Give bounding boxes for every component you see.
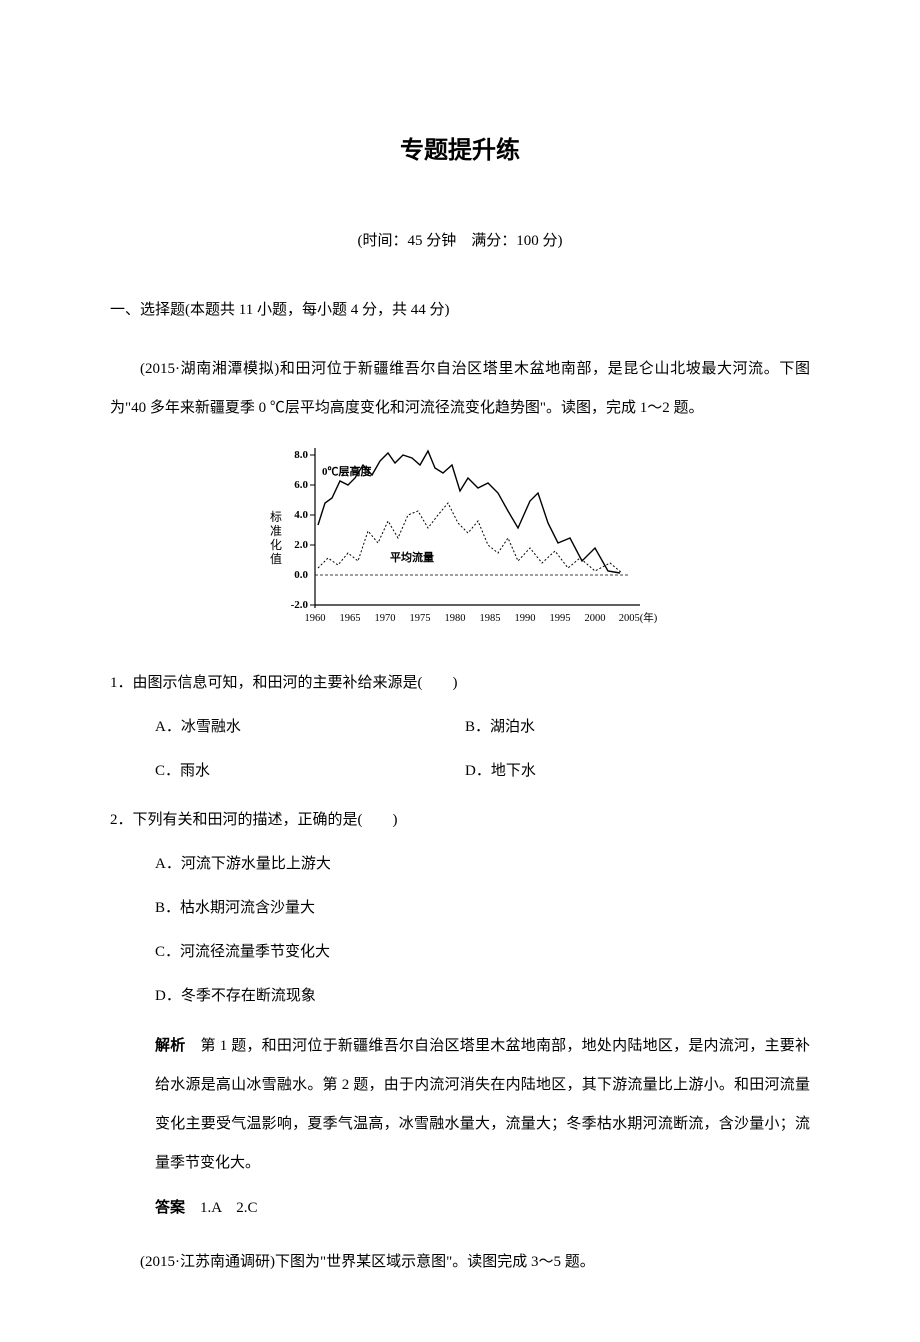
xtick: 1965 bbox=[340, 613, 361, 624]
explanation-label: 解析 bbox=[155, 1037, 185, 1054]
y-axis-label: 准 bbox=[270, 524, 282, 538]
q2-option-c: C．河流径流量季节变化大 bbox=[155, 933, 810, 972]
explanation-text: 第 1 题，和田河位于新疆维吾尔自治区塔里木盆地南部，地处内陆地区，是内流河，主… bbox=[155, 1038, 810, 1171]
ytick: 6.0 bbox=[294, 479, 308, 491]
section-heading: 一、选择题(本题共 11 小题，每小题 4 分，共 44 分) bbox=[110, 291, 810, 330]
xtick: 1960 bbox=[305, 613, 326, 624]
q2-option-a: A．河流下游水量比上游大 bbox=[155, 845, 810, 884]
next-intro: (2015·江苏南通调研)下图为"世界某区域示意图"。读图完成 3～5 题。 bbox=[110, 1243, 810, 1282]
xtick: 2000 bbox=[585, 613, 606, 624]
q2-stem: 2．下列有关和田河的描述，正确的是( ) bbox=[110, 801, 810, 840]
y-axis-label: 值 bbox=[270, 551, 282, 566]
question-1: 1．由图示信息可知，和田河的主要补给来源是( ) A．冰雪融水 B．湖泊水 C．… bbox=[110, 664, 810, 791]
ytick: -2.0 bbox=[291, 599, 309, 611]
q1-stem: 1．由图示信息可知，和田河的主要补给来源是( ) bbox=[110, 664, 810, 703]
xtick: 1970 bbox=[375, 613, 396, 624]
explanation: 解析第 1 题，和田河位于新疆维吾尔自治区塔里木盆地南部，地处内陆地区，是内流河… bbox=[110, 1026, 810, 1183]
series2-label: 平均流量 bbox=[390, 550, 434, 564]
answer-text: 1.A 2.C bbox=[200, 1200, 258, 1216]
ytick: 8.0 bbox=[294, 449, 308, 461]
y-axis-label: 标 bbox=[270, 510, 282, 524]
ytick: 0.0 bbox=[294, 569, 308, 581]
xtick: 1985 bbox=[480, 613, 501, 624]
line-chart: 标 准 化 值 8.0 6.0 4.0 2.0 0.0 -2.0 0℃层高度 平… bbox=[260, 443, 660, 628]
q2-option-d: D．冬季不存在断流现象 bbox=[155, 977, 810, 1016]
ytick: 4.0 bbox=[294, 509, 308, 521]
series-avg-flow bbox=[318, 503, 622, 573]
xtick: 2005(年) bbox=[619, 611, 658, 624]
intro-paragraph: (2015·湖南湘潭模拟)和田河位于新疆维吾尔自治区塔里木盆地南部，是昆仑山北坡… bbox=[110, 350, 810, 428]
q1-option-a: A．冰雪融水 bbox=[155, 708, 465, 747]
xtick: 1995 bbox=[550, 613, 571, 624]
xtick: 1990 bbox=[515, 613, 536, 624]
q2-option-b: B．枯水期河流含沙量大 bbox=[155, 889, 810, 928]
q1-option-c: C．雨水 bbox=[155, 752, 465, 791]
xtick: 1975 bbox=[410, 613, 431, 624]
question-2: 2．下列有关和田河的描述，正确的是( ) A．河流下游水量比上游大 B．枯水期河… bbox=[110, 801, 810, 1016]
y-axis-label: 化 bbox=[270, 538, 282, 552]
series1-label: 0℃层高度 bbox=[322, 464, 372, 478]
chart-figure: 标 准 化 值 8.0 6.0 4.0 2.0 0.0 -2.0 0℃层高度 平… bbox=[110, 443, 810, 644]
answer: 答案 1.A 2.C bbox=[110, 1188, 810, 1228]
answer-label: 答案 bbox=[155, 1199, 185, 1216]
xtick: 1980 bbox=[445, 613, 466, 624]
q1-option-d: D．地下水 bbox=[465, 752, 810, 791]
page-title: 专题提升练 bbox=[110, 120, 810, 182]
ytick: 2.0 bbox=[294, 539, 308, 551]
q1-option-b: B．湖泊水 bbox=[465, 708, 810, 747]
subtitle: (时间：45 分钟 满分：100 分) bbox=[110, 222, 810, 261]
